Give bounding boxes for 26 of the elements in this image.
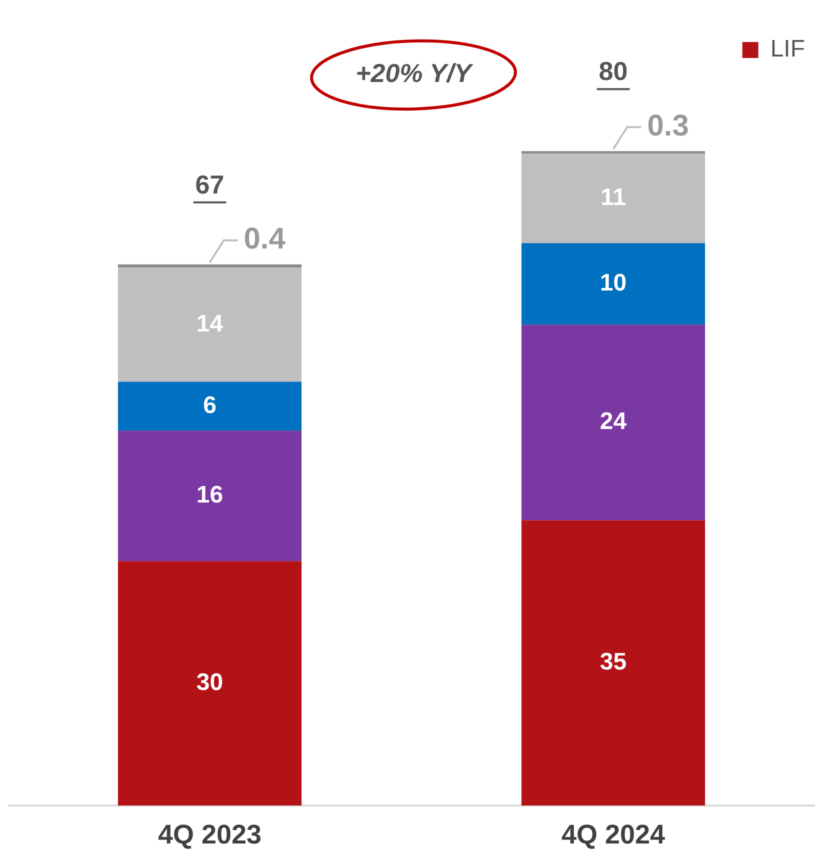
data-label: 16 [196,481,224,508]
legend-label: LIF [770,36,806,63]
bar [521,154,706,244]
bar [521,520,706,806]
data-label: 10 [600,270,627,297]
data-label: 24 [600,408,628,436]
text: +20% Y/Y [356,58,474,88]
bar [118,430,302,562]
x-tick-label: 4Q 2024 [561,819,666,850]
total-label: 80 [598,56,628,86]
bar [118,382,302,431]
x-tick-label: 4Q 2023 [158,819,262,850]
bar [118,561,302,806]
data-label: 30 [196,668,224,696]
bar [118,268,302,382]
total-label: 67 [195,170,224,200]
bar [521,324,706,520]
data-label: 14 [196,310,224,338]
data-label: 35 [600,648,627,676]
data-label: 6 [203,392,216,419]
data-label: 11 [600,184,626,211]
bar [118,264,302,268]
bar [521,151,706,154]
bar [521,243,706,325]
data-label: 0.3 [647,109,689,142]
data-label: 0.4 [244,222,286,256]
